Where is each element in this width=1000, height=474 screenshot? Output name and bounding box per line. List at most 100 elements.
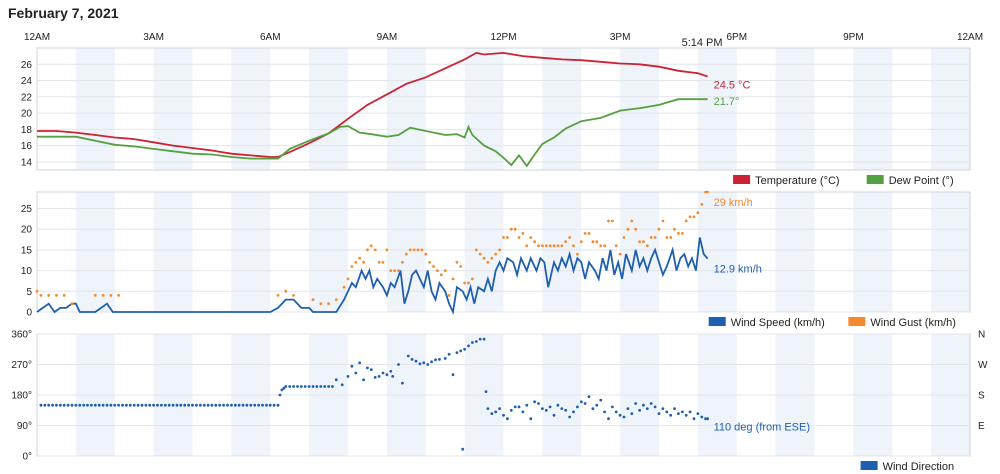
wind_gust-point [630,219,634,223]
y-tick-label: 90° [17,421,32,432]
wind_direction-point [58,403,62,407]
wind_direction-point [206,403,210,407]
wind_gust-point [673,227,676,231]
wind_direction-point [90,403,93,407]
y-tick-label: 360° [11,330,32,341]
wind_direction-point [362,378,365,382]
wind_gust-point [47,294,51,297]
hour-band [931,192,970,312]
wind_gust-point [626,227,630,231]
temperature-last-value: 24.5 °C [714,79,751,91]
wind_direction-point [669,413,673,417]
wind_direction-point [346,375,350,378]
wind_direction-point [463,347,466,351]
x-tick-label: 9AM [377,32,398,43]
y-tick-label: 15 [21,245,33,256]
wind_gust-point [541,244,544,248]
wind_direction-point [422,361,426,365]
wind_direction-point [187,403,191,407]
wind_direction-point [626,407,630,410]
wind_gust-point [471,277,474,281]
wind_direction-point [426,363,430,366]
wind_direction-point [171,403,175,407]
wind_direction-point [369,368,373,371]
wind_direction-point [198,403,202,407]
wind_direction-point [645,407,649,410]
wind_direction-point [509,408,513,412]
hour-band [75,48,115,170]
wind_gust-point [692,215,696,219]
wind_direction-point [105,403,109,407]
wind_direction-point [661,407,665,410]
x-tick-label: 9PM [843,32,864,43]
wind_direction-point [327,385,330,388]
wind_gust-point [490,256,494,260]
wind_direction-point [410,358,414,361]
wind_direction-point [568,415,571,419]
wind_gust-point [354,260,358,264]
legend-swatch [866,175,884,184]
wind_direction-point [700,415,704,419]
wind_direction-point [233,403,237,407]
wind_direction-point [340,383,344,387]
wind_direction-point [688,410,692,414]
wind_direction-point [373,376,377,379]
y-tick-label: 24 [21,76,33,87]
wind_direction-point [109,403,113,407]
wind_direction-point [366,366,369,370]
wind_direction-point [179,403,183,407]
wind_direction-point [183,403,187,407]
wind_direction-point [74,403,78,407]
wind_direction-point [529,417,533,421]
wind_gust-point [684,219,688,223]
hour-band [542,48,582,170]
wind_gust-point [447,294,451,297]
wind_direction-point [268,403,272,407]
wind_direction-point [533,400,536,404]
wind_direction-point [315,385,319,388]
wind_gust-point [420,248,424,252]
wind_gust-point [579,240,583,244]
wind_direction-point [163,403,167,407]
wind_direction-point [62,403,66,407]
wind_direction-point [484,390,488,393]
wind_direction-point [86,403,89,407]
wind_direction-point [401,381,404,385]
wind_direction-point [148,403,152,407]
wind_direction-point [167,403,171,407]
wind_direction-point [657,412,661,415]
hour-band [309,48,348,170]
wind_gust-point [451,277,455,281]
wind_gust-point [661,219,665,223]
y-tick-label: 0 [26,308,32,319]
legend-label: Wind Speed (km/h) [731,317,825,329]
wind_gust-point [346,277,350,281]
wind_gust-point [463,281,466,285]
wind_gust-point [486,260,490,264]
wind_gust-point [311,298,315,301]
x-tick-label: 12PM [490,32,516,43]
wind_direction-point [249,403,253,407]
y-tick-label: 20 [21,109,33,120]
wind_gust-point [548,244,552,248]
wind_direction-point [706,417,709,421]
current-time-label: 5:14 PM [682,37,723,49]
hour-band [386,192,426,312]
y-tick-label: 180° [11,391,32,402]
wind_gust-point [607,219,610,223]
wind_direction-point [618,413,622,417]
wind_direction-point [121,403,124,407]
wind_gust-point [537,244,540,248]
wind_direction-point [506,417,509,421]
wind_direction-point [434,358,437,362]
wind_direction-point [638,408,641,412]
wind_gust-point [70,302,74,306]
wind_direction-point [552,413,556,417]
wind_gust-point [62,294,66,297]
wind_speed-line [36,237,709,316]
wind_gust-point [397,269,400,272]
wind_gust-point [696,211,700,215]
y-tick-label: 5 [26,287,32,298]
wind_gust-point [599,244,603,248]
